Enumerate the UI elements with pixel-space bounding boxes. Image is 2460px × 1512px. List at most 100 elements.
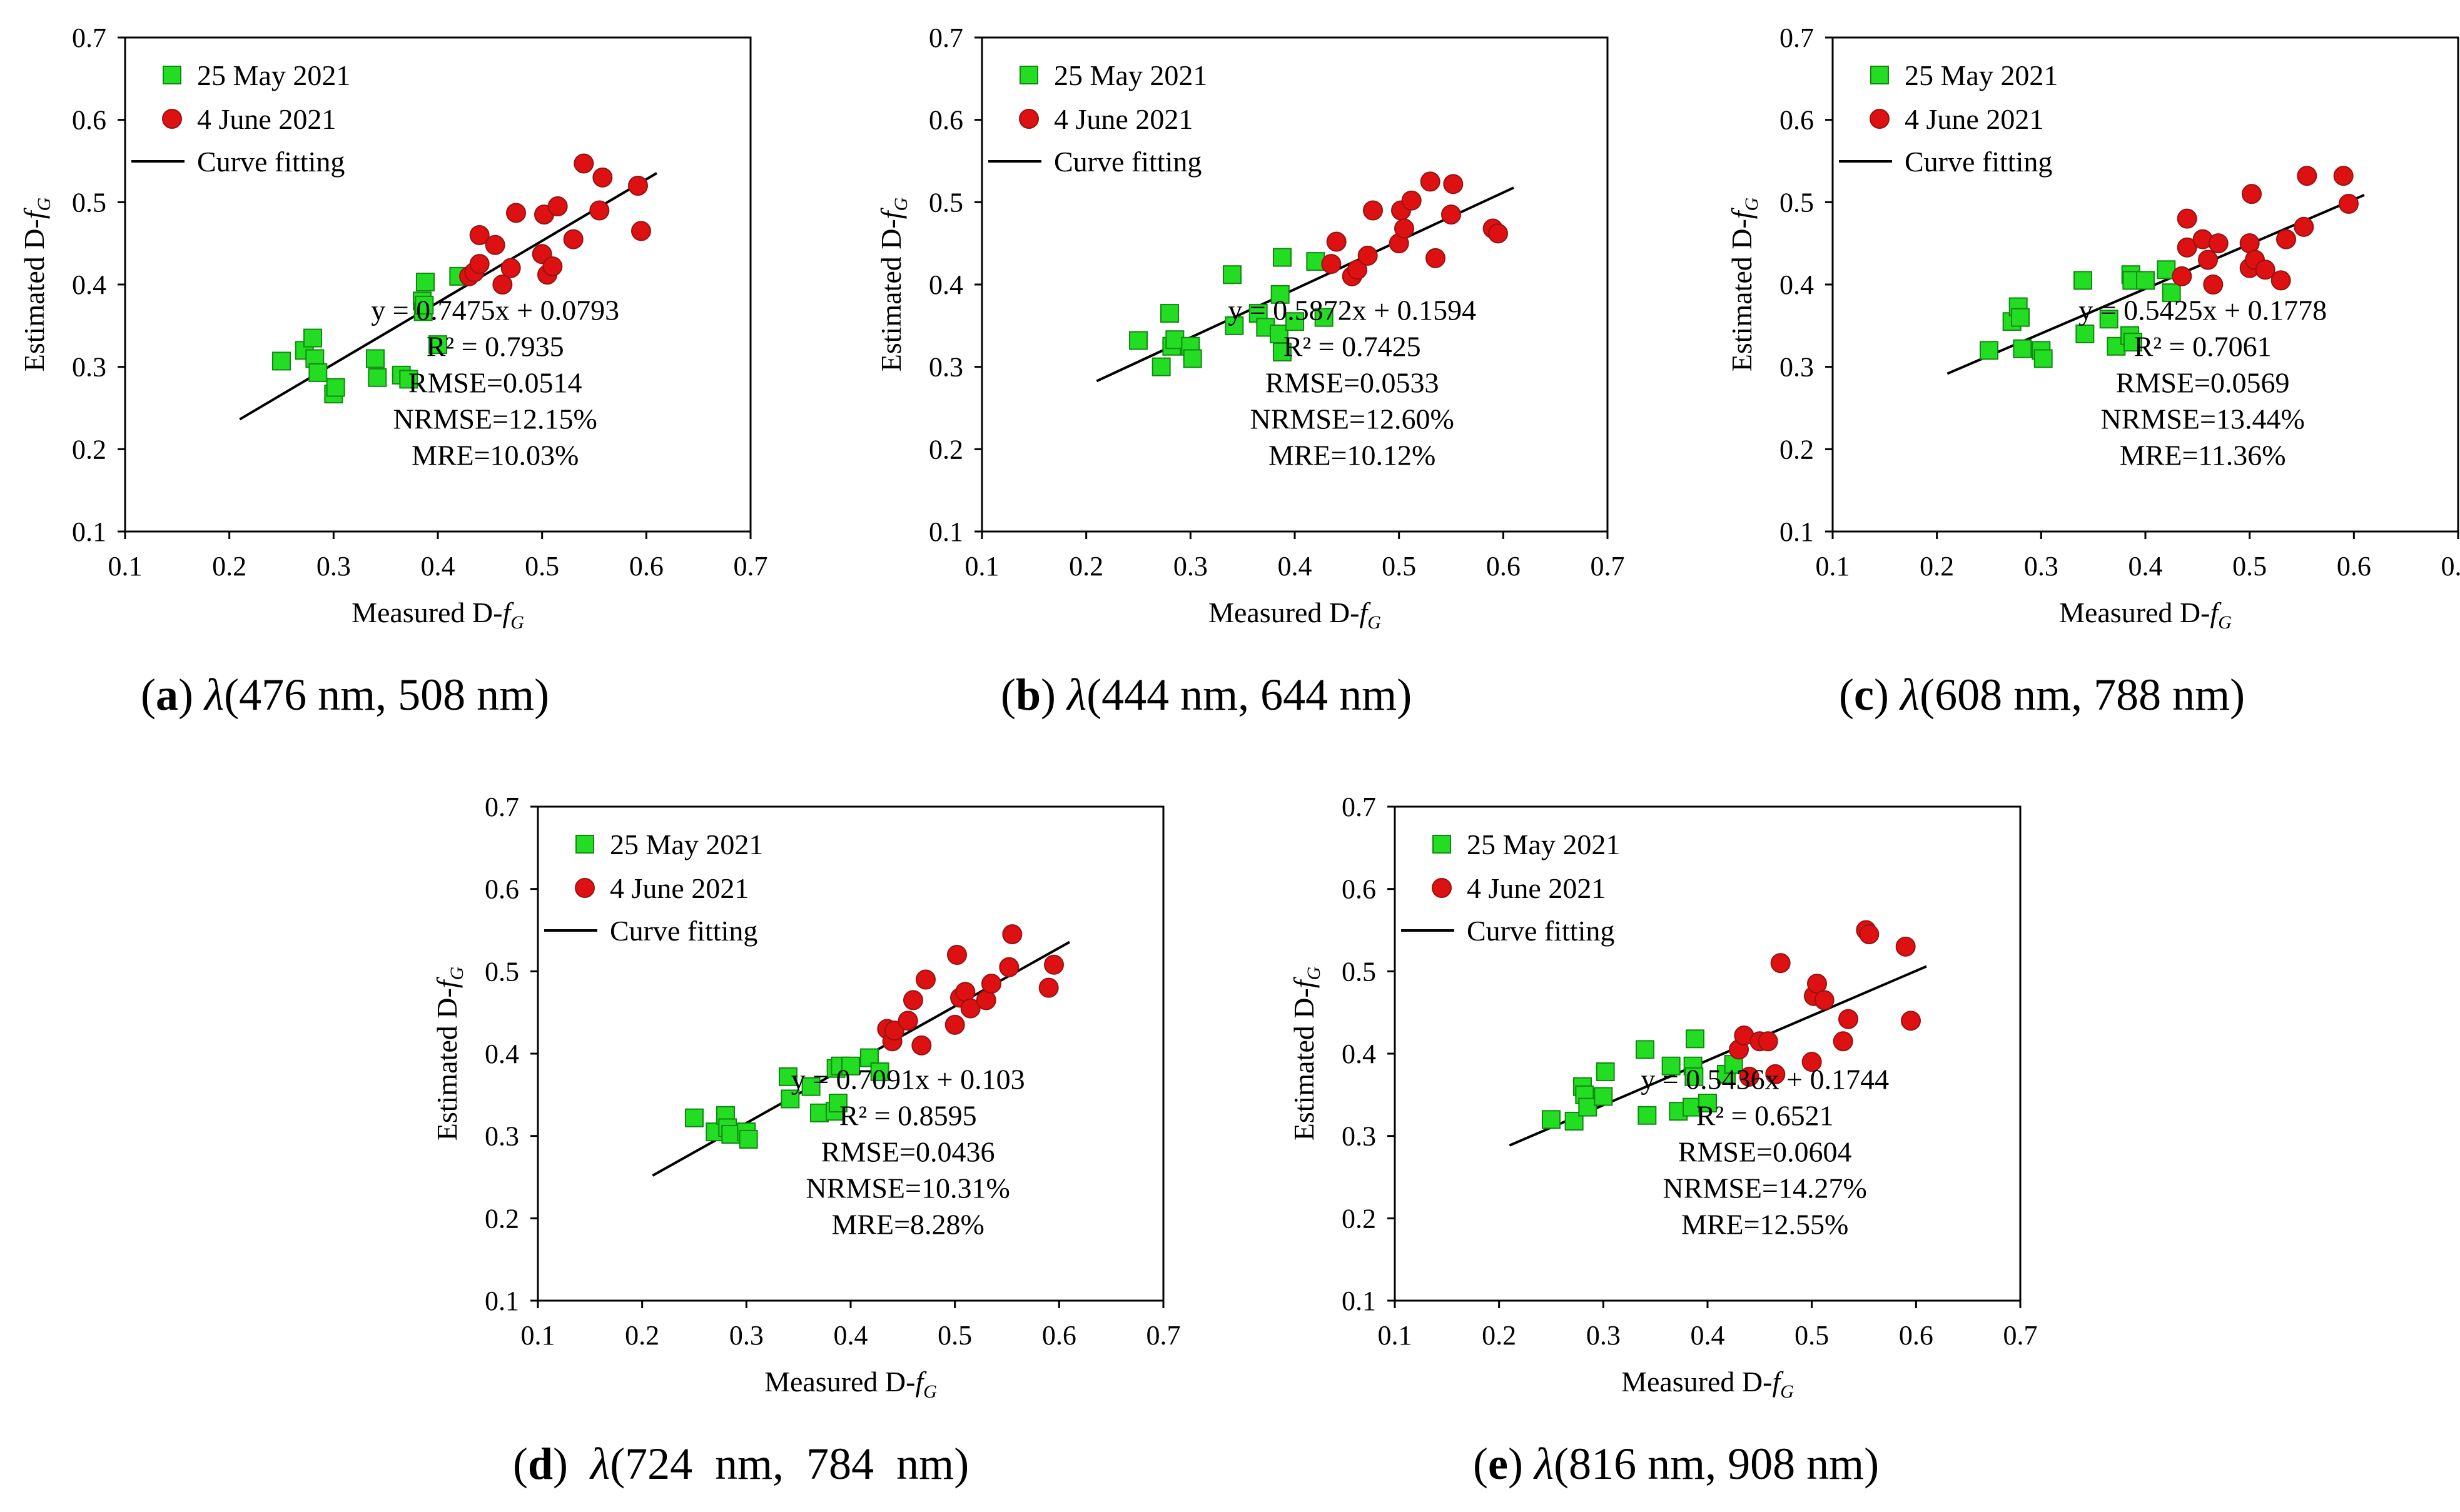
legend-label-may: 25 May 2021 (610, 829, 763, 860)
data-point-june (1901, 1011, 1921, 1031)
data-point-june (2242, 184, 2262, 204)
fit-statistic: NRMSE=14.27% (1663, 1172, 1867, 1204)
data-point-may (1225, 316, 1244, 335)
fit-statistic: R² = 0.7425 (1283, 331, 1421, 363)
legend-marker-june (162, 109, 182, 129)
x-tick-label: 0.3 (729, 1320, 764, 1351)
data-point-june (628, 176, 648, 196)
fit-statistic: NRMSE=12.60% (1250, 403, 1454, 435)
data-point-june (884, 1021, 904, 1041)
data-point-may (801, 1077, 821, 1096)
x-tick-label: 0.1 (965, 551, 1000, 582)
data-point-june (1326, 231, 1347, 252)
fit-statistic: MRE=10.12% (1268, 440, 1435, 471)
y-tick-label: 0.5 (1779, 187, 1814, 218)
data-point-may (685, 1108, 704, 1127)
fit-statistic: R² = 0.7935 (427, 331, 564, 363)
y-axis-label: Estimated D-fG (875, 197, 911, 371)
data-point-june (2339, 193, 2359, 214)
data-point-june (2255, 260, 2275, 280)
fit-statistic: RMSE=0.0604 (1678, 1136, 1852, 1168)
legend-marker-june (1870, 109, 1890, 129)
y-tick-label: 0.6 (485, 874, 519, 905)
y-tick-label: 0.4 (485, 1039, 519, 1069)
x-tick-label: 0.2 (212, 551, 246, 582)
x-tick-label: 0.2 (1482, 1320, 1516, 1351)
legend-marker-may (1432, 835, 1451, 854)
data-point-may (399, 370, 418, 389)
data-point-june (1002, 924, 1023, 945)
data-point-june (1838, 1009, 1858, 1029)
data-point-may (1285, 312, 1304, 331)
chart-panel-d: 0.1 0.1 0.2 0.2 0.3 0.3 0.4 0.4 0.5 0.5 0.6 0.6 0.7 0… (413, 769, 1226, 1432)
data-point-june (506, 203, 526, 223)
data-point-june (2177, 237, 2197, 258)
y-tick-label: 0.6 (72, 105, 106, 136)
y-tick-label: 0.4 (929, 270, 963, 300)
data-point-june (2294, 216, 2314, 237)
wavelength-pair: (608 nm, 788 nm) (1920, 670, 2245, 720)
wavelength-pair: (724 nm, 784 nm) (610, 1439, 969, 1489)
x-tick-label: 0.5 (1382, 551, 1416, 582)
data-point-june (2208, 233, 2229, 254)
caption-d: (d) λ(724 nm, 784 nm) (513, 1439, 969, 1489)
legend-label-fit: Curve fitting (197, 146, 345, 178)
data-point-june (916, 969, 936, 990)
x-tick-label: 0.4 (421, 551, 455, 582)
data-point-may (1273, 248, 1292, 267)
data-point-may (1273, 342, 1292, 361)
data-point-may (1683, 1097, 1701, 1117)
data-point-june (1443, 174, 1464, 194)
x-axis-label: Measured D-fG (2059, 597, 2232, 633)
x-tick-label: 0.7 (1591, 551, 1625, 582)
legend-marker-june (1432, 878, 1452, 898)
data-point-june (1765, 1064, 1786, 1084)
legend-label-june: 4 June 2021 (197, 103, 336, 135)
data-point-june (1859, 924, 1880, 945)
y-tick-label: 0.6 (929, 105, 963, 136)
y-axis-label: Estimated D-fG (1726, 197, 1762, 371)
x-tick-label: 0.4 (834, 1320, 868, 1351)
y-axis-label: Estimated D-fG (1288, 966, 1324, 1141)
data-point-june (1363, 200, 1383, 221)
data-point-june (1441, 204, 1461, 225)
lambda-symbol: λ (204, 670, 225, 720)
data-point-june (1347, 260, 1367, 280)
data-point-may (779, 1067, 797, 1086)
y-tick-label: 0.7 (1342, 792, 1376, 822)
data-point-june (2333, 166, 2354, 186)
chart-panel-e: 0.1 0.1 0.2 0.2 0.3 0.3 0.4 0.4 0.5 0.5 0.6 0.6 0.7 0… (1270, 769, 2083, 1432)
data-point-may (810, 1103, 829, 1122)
y-tick-label: 0.7 (485, 792, 519, 822)
data-point-june (898, 1011, 918, 1031)
data-point-june (903, 990, 923, 1011)
fit-statistic: y = 0.7475x + 0.0793 (371, 295, 619, 326)
y-axis-label: Estimated D-fG (18, 197, 54, 371)
fit-statistic: R² = 0.8595 (839, 1100, 977, 1132)
data-point-june (1895, 936, 1916, 957)
x-axis-label: Measured D-fG (352, 597, 524, 633)
data-point-june (1425, 248, 1445, 268)
data-point-may (2099, 310, 2118, 329)
x-tick-label: 0.5 (2232, 551, 2267, 582)
chart-panel-c: 0.10.1 0.2 0.2 0.3 0.3 0.4 0.4 0.5 0.5 0.6 0.6 0.7 0… (1708, 0, 2460, 663)
wavelength-pair: (816 nm, 908 nm) (1554, 1439, 1880, 1489)
y-tick-label: 0.2 (485, 1203, 519, 1234)
fit-statistic: MRE=11.36% (2120, 440, 2286, 471)
plot-frame (124, 36, 752, 533)
x-axis-label: Measured D-fG (1621, 1366, 1794, 1402)
fit-statistic: MRE=12.55% (1681, 1209, 1848, 1241)
lambda-symbol: λ (1900, 670, 1920, 720)
caption-letter: e (1487, 1439, 1508, 1489)
legend-label-may: 25 May 2021 (1467, 829, 1620, 860)
data-point-may (2033, 349, 2053, 368)
wavelength-pair: (476 nm, 508 nm) (224, 670, 550, 720)
data-point-may (1160, 304, 1179, 323)
fit-statistic: y = 0.5872x + 0.1594 (1228, 295, 1476, 326)
x-tick-label: 0.4 (2128, 551, 2163, 582)
data-point-june (1357, 245, 1378, 266)
data-point-may (272, 351, 291, 371)
data-point-may (1596, 1062, 1615, 1081)
data-point-may (368, 368, 387, 387)
legend-label-june: 4 June 2021 (1905, 103, 2043, 135)
